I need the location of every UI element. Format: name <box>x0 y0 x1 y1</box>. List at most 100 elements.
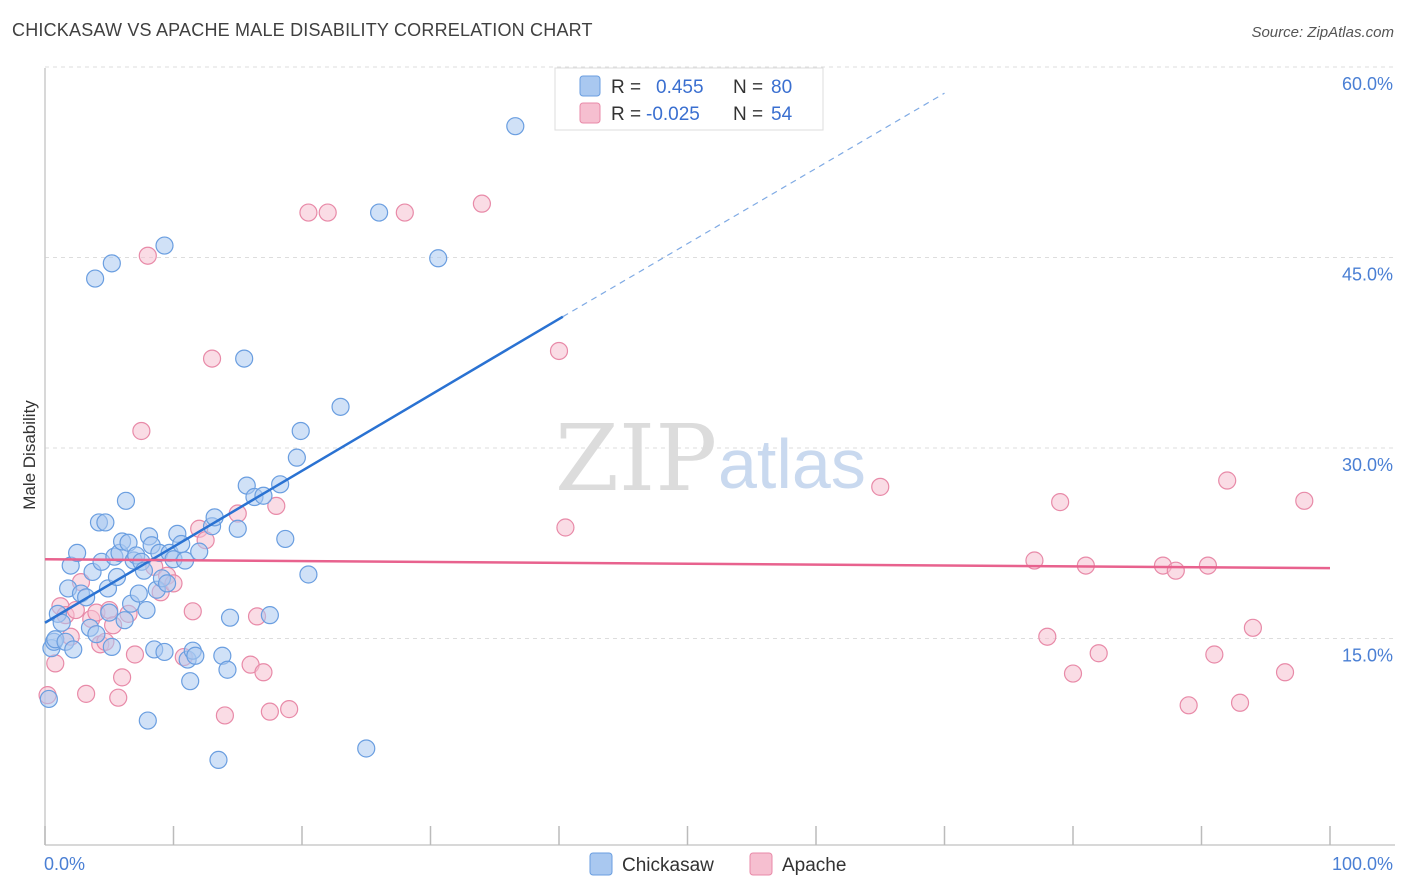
chickasaw-trend-extension <box>562 92 945 318</box>
apache-point <box>267 496 286 516</box>
chickasaw-point <box>39 689 58 709</box>
y-tick-label: 45.0% <box>1342 265 1393 285</box>
apache-point <box>1038 627 1057 646</box>
apache-r-value: -0.025 <box>646 104 700 125</box>
y-tick-label: 15.0% <box>1342 646 1393 666</box>
apache-point <box>1089 644 1108 663</box>
apache-point <box>1051 493 1070 512</box>
apache-point <box>280 700 299 719</box>
apache-point <box>46 654 65 673</box>
chickasaw-point <box>100 603 119 622</box>
chickasaw-point <box>299 565 318 584</box>
apache-point <box>871 477 890 496</box>
chickasaw-point <box>155 642 174 662</box>
chickasaw-point <box>157 574 177 593</box>
trend-lines <box>44 92 1331 624</box>
chickasaw-point <box>155 236 174 255</box>
chickasaw-point <box>287 448 306 467</box>
chickasaw-point <box>64 640 83 659</box>
legend-apache-label: Apache <box>782 855 846 876</box>
chickasaw-point <box>260 606 279 625</box>
apache-point <box>318 203 337 222</box>
apache-point <box>77 684 96 703</box>
x-tick-label: 100.0% <box>1332 854 1393 874</box>
chickasaw-trend-line <box>44 315 564 624</box>
chickasaw-point <box>102 637 121 656</box>
chickasaw-point <box>102 254 121 273</box>
chickasaw-point <box>186 646 205 665</box>
apache-point <box>1166 561 1185 580</box>
apache-point <box>549 341 569 361</box>
apache-n-value: 54 <box>771 104 793 125</box>
chickasaw-point <box>181 672 200 691</box>
y-tick-label: 30.0% <box>1342 455 1393 475</box>
apache-point <box>1275 663 1295 682</box>
chickasaw-point <box>429 249 448 268</box>
chickasaw-point <box>220 608 240 627</box>
apache-point <box>215 706 234 725</box>
chickasaw-point <box>87 625 106 644</box>
legend-apache-swatch <box>749 852 773 876</box>
apache-point <box>138 246 157 265</box>
x-tick-label: 0.0% <box>44 854 85 874</box>
chickasaw-n-value: 80 <box>771 77 792 98</box>
apache-point <box>1198 556 1218 575</box>
legend-chickasaw-swatch <box>589 852 613 876</box>
data-points <box>38 117 1314 770</box>
stats-legend: R = 0.455 N = 80 R = -0.025 N = 54 <box>554 67 824 131</box>
source-credit: Source: ZipAtlas.com <box>1251 24 1394 41</box>
apache-point <box>556 518 575 537</box>
chickasaw-point <box>331 397 350 416</box>
chickasaw-point <box>68 543 87 563</box>
y-axis-label: Male Disability <box>20 400 39 510</box>
chickasaw-point <box>209 750 228 770</box>
chickasaw-swatch <box>579 75 601 97</box>
chickasaw-r-label: R = <box>611 77 641 98</box>
apache-point <box>395 203 414 222</box>
chart-title: CHICKASAW VS APACHE MALE DISABILITY CORR… <box>12 20 593 40</box>
chickasaw-point <box>357 739 376 758</box>
chickasaw-point <box>129 584 148 603</box>
apache-point <box>109 688 128 707</box>
apache-point <box>1230 693 1250 712</box>
apache-n-label: N = <box>733 104 763 125</box>
apache-point <box>1205 645 1224 664</box>
apache-point <box>183 602 202 621</box>
apache-r-label: R = <box>611 104 641 125</box>
apache-point <box>1025 551 1044 570</box>
chickasaw-point <box>190 542 209 561</box>
legend-chickasaw-label: Chickasaw <box>622 855 714 876</box>
apache-point <box>125 645 145 664</box>
apache-trend-line <box>44 558 1331 570</box>
apache-point <box>260 702 279 721</box>
chickasaw-n-label: N = <box>733 77 763 98</box>
apache-swatch <box>579 102 601 124</box>
chickasaw-point <box>218 660 237 679</box>
chickasaw-point <box>228 519 247 538</box>
gridlines <box>45 66 1395 639</box>
axes: 15.0% 30.0% 45.0% 60.0% 0.0% 100.0% <box>44 68 1395 874</box>
apache-point <box>1295 491 1314 510</box>
chickasaw-point <box>291 421 310 441</box>
chickasaw-point <box>235 349 254 368</box>
apache-point <box>202 349 222 368</box>
apache-point <box>1218 471 1237 490</box>
chickasaw-point <box>138 711 157 730</box>
chickasaw-point <box>116 491 136 510</box>
chickasaw-point <box>506 117 525 136</box>
chickasaw-point <box>86 269 105 288</box>
chickasaw-point <box>96 513 115 532</box>
apache-point <box>112 668 132 687</box>
apache-point <box>1063 664 1083 683</box>
chickasaw-point <box>115 611 134 630</box>
apache-point <box>1179 696 1198 715</box>
chickasaw-point <box>370 203 389 222</box>
apache-point <box>1243 618 1263 637</box>
y-tick-label: 60.0% <box>1342 74 1393 94</box>
apache-point <box>299 203 318 222</box>
series-legend: Chickasaw Apache <box>589 852 846 876</box>
apache-point <box>254 663 273 682</box>
chickasaw-r-value: 0.455 <box>656 77 704 98</box>
watermark-atlas: atlas <box>718 425 866 503</box>
